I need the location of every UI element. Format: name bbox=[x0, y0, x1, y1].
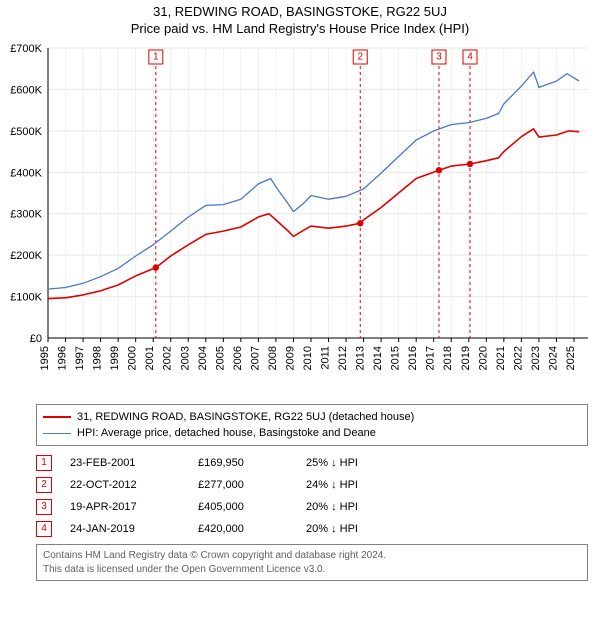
sale-marker: 2 bbox=[36, 477, 52, 493]
svg-text:2025: 2025 bbox=[565, 346, 577, 370]
svg-text:2006: 2006 bbox=[232, 346, 244, 370]
sale-price: £420,000 bbox=[198, 523, 288, 535]
svg-text:£600K: £600K bbox=[10, 84, 42, 96]
sale-row: 2 22-OCT-2012 £277,000 24% ↓ HPI bbox=[36, 474, 588, 496]
svg-text:2018: 2018 bbox=[442, 346, 454, 370]
chart-subtitle: Price paid vs. HM Land Registry's House … bbox=[0, 21, 600, 36]
svg-text:2001: 2001 bbox=[144, 346, 156, 370]
sale-marker: 4 bbox=[36, 521, 52, 537]
footer-line-1: Contains HM Land Registry data © Crown c… bbox=[43, 549, 581, 563]
legend-label: HPI: Average price, detached house, Basi… bbox=[77, 425, 376, 441]
svg-text:2017: 2017 bbox=[425, 346, 437, 370]
svg-text:1998: 1998 bbox=[92, 346, 104, 370]
sale-date: 19-APR-2017 bbox=[70, 501, 180, 513]
sale-row: 3 19-APR-2017 £405,000 20% ↓ HPI bbox=[36, 496, 588, 518]
svg-text:1995: 1995 bbox=[39, 346, 51, 370]
svg-text:2019: 2019 bbox=[460, 346, 472, 370]
svg-text:2008: 2008 bbox=[267, 346, 279, 370]
svg-text:2022: 2022 bbox=[512, 346, 524, 370]
svg-text:2005: 2005 bbox=[214, 346, 226, 370]
svg-text:2007: 2007 bbox=[249, 346, 261, 370]
sales-table: 1 23-FEB-2001 £169,950 25% ↓ HPI 2 22-OCT-201… bbox=[36, 452, 588, 540]
legend-label: 31, REDWING ROAD, BASINGSTOKE, RG22 5UJ … bbox=[77, 409, 414, 425]
sale-diff: 20% ↓ HPI bbox=[306, 501, 416, 513]
legend-item: 31, REDWING ROAD, BASINGSTOKE, RG22 5UJ … bbox=[43, 409, 581, 425]
sale-price: £405,000 bbox=[198, 501, 288, 513]
svg-text:2014: 2014 bbox=[372, 346, 384, 370]
sale-marker: 1 bbox=[36, 455, 52, 471]
sale-diff: 20% ↓ HPI bbox=[306, 523, 416, 535]
svg-text:1999: 1999 bbox=[109, 346, 121, 370]
sale-marker: 3 bbox=[36, 499, 52, 515]
svg-text:2003: 2003 bbox=[179, 346, 191, 370]
svg-text:2015: 2015 bbox=[390, 346, 402, 370]
svg-text:2004: 2004 bbox=[197, 346, 209, 370]
svg-text:2013: 2013 bbox=[355, 346, 367, 370]
svg-text:2024: 2024 bbox=[547, 346, 559, 370]
svg-text:2023: 2023 bbox=[530, 346, 542, 370]
sale-price: £277,000 bbox=[198, 479, 288, 491]
sale-price: £169,950 bbox=[198, 457, 288, 469]
svg-text:2002: 2002 bbox=[162, 346, 174, 370]
sale-date: 23-FEB-2001 bbox=[70, 457, 180, 469]
svg-text:2016: 2016 bbox=[407, 346, 419, 370]
svg-text:4: 4 bbox=[467, 52, 473, 63]
footer-line-2: This data is licensed under the Open Gov… bbox=[43, 563, 581, 577]
sale-diff: 24% ↓ HPI bbox=[306, 479, 416, 491]
sale-diff: 25% ↓ HPI bbox=[306, 457, 416, 469]
svg-text:£500K: £500K bbox=[10, 126, 42, 138]
svg-text:2010: 2010 bbox=[302, 346, 314, 370]
sale-row: 4 24-JAN-2019 £420,000 20% ↓ HPI bbox=[36, 518, 588, 540]
svg-text:£200K: £200K bbox=[10, 250, 42, 262]
svg-text:1996: 1996 bbox=[57, 346, 69, 370]
chart-area: £0 £100K £200K £300K £400K £500K £600K £700K 199… bbox=[0, 38, 600, 398]
svg-text:2009: 2009 bbox=[284, 346, 296, 370]
legend-swatch bbox=[43, 433, 71, 434]
legend-item: HPI: Average price, detached house, Basi… bbox=[43, 425, 581, 441]
svg-text:2021: 2021 bbox=[495, 346, 507, 370]
sale-row: 1 23-FEB-2001 £169,950 25% ↓ HPI bbox=[36, 452, 588, 474]
svg-text:£400K: £400K bbox=[10, 167, 42, 179]
sale-date: 22-OCT-2012 bbox=[70, 479, 180, 491]
legend: 31, REDWING ROAD, BASINGSTOKE, RG22 5UJ … bbox=[36, 404, 588, 446]
svg-text:2012: 2012 bbox=[337, 346, 349, 370]
svg-text:£100K: £100K bbox=[10, 292, 42, 304]
svg-text:£300K: £300K bbox=[10, 209, 42, 221]
sale-date: 24-JAN-2019 bbox=[70, 523, 180, 535]
footer-attribution: Contains HM Land Registry data © Crown c… bbox=[36, 544, 588, 581]
svg-text:2011: 2011 bbox=[320, 346, 332, 370]
svg-text:2000: 2000 bbox=[127, 346, 139, 370]
svg-text:1: 1 bbox=[153, 52, 159, 63]
svg-text:3: 3 bbox=[436, 52, 442, 63]
legend-swatch bbox=[43, 416, 71, 418]
svg-text:£700K: £700K bbox=[10, 43, 42, 55]
svg-text:£0: £0 bbox=[30, 333, 42, 345]
svg-text:1997: 1997 bbox=[74, 346, 86, 370]
line-chart-svg: £0 £100K £200K £300K £400K £500K £600K £700K 199… bbox=[0, 38, 600, 398]
chart-titles: 31, REDWING ROAD, BASINGSTOKE, RG22 5UJ … bbox=[0, 0, 600, 38]
svg-text:2: 2 bbox=[357, 52, 363, 63]
svg-text:2020: 2020 bbox=[477, 346, 489, 370]
chart-title: 31, REDWING ROAD, BASINGSTOKE, RG22 5UJ bbox=[0, 4, 600, 19]
